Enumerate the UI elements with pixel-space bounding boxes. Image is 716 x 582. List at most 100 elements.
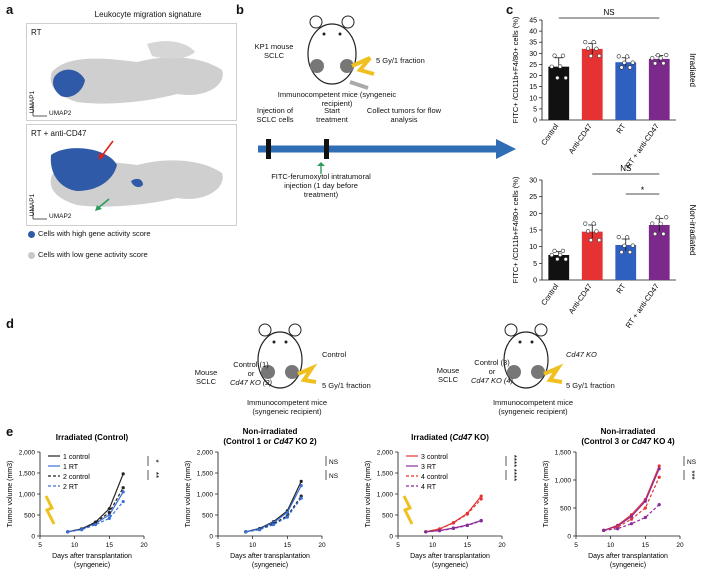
series-point (465, 523, 469, 528)
series-point (479, 494, 483, 498)
b-dose: 5 Gy/1 fraction (376, 56, 425, 65)
y-axis-label: Tumor volume (mm3) (543, 461, 550, 528)
y-axis-label: Tumor volume (mm3) (365, 461, 372, 528)
y-tick-label: 25 (529, 194, 537, 201)
sig-label: NS (329, 459, 339, 466)
bar-anti-cd47 (581, 231, 603, 280)
data-point (560, 248, 566, 253)
umap-rt-axis1: UMAP2 (49, 110, 72, 117)
x-tick-label: 15 (464, 542, 472, 549)
chart-title: Irradiated (Control) (56, 433, 129, 442)
data-point (655, 215, 660, 220)
red-arrow (100, 140, 114, 158)
chart-title: Irradiated (Cd47 KO) (411, 433, 489, 442)
side-label: Non-irradiated (688, 205, 697, 256)
series-point (121, 490, 125, 494)
y-tick-label: 1,000 (197, 492, 214, 499)
series-point (657, 464, 661, 468)
umap-rt-cd47-label: RT + anti-CD47 (31, 129, 87, 138)
data-point (619, 249, 624, 255)
series-point (657, 503, 661, 507)
data-point (658, 56, 663, 61)
data-point (585, 46, 591, 51)
series-line-2-control (67, 487, 124, 533)
series-point (451, 521, 456, 525)
y-axis-label: FITC+ /CD11b+F4/80+ cells (%) (511, 176, 520, 283)
series-point (602, 528, 606, 532)
legend-label: 4 RT (421, 484, 437, 491)
x-axis-label: Days after transplantation (230, 553, 310, 560)
y-tick-label: 2,000 (197, 450, 214, 457)
chart-title-line2: (Control 1 or Cd47 KO 2) (223, 437, 317, 446)
series-point (643, 515, 647, 520)
data-point (597, 237, 602, 243)
x-tick-label: 10 (429, 542, 437, 549)
y-tick-label: 2,000 (19, 450, 36, 457)
category-label: RT + anti-CD47 (624, 122, 661, 170)
umap-rt-plot (32, 41, 223, 117)
panel-e-charts: Irradiated (Control)05001,0001,5002,0005… (7, 428, 697, 569)
d-right-model: Mouse SCLC (436, 366, 460, 384)
data-point (591, 221, 596, 226)
series-line-2-RT (67, 501, 124, 533)
data-point (583, 40, 588, 45)
data-point (627, 250, 633, 255)
sig-label: NS (329, 473, 339, 480)
b-model: KP1 mouse SCLC (254, 42, 294, 60)
y-tick-label: 10 (529, 95, 537, 102)
category-label: Anti-CD47 (567, 122, 594, 156)
data-point (558, 252, 563, 258)
mouse-illustration-d-right (503, 323, 564, 389)
x-tick-label: 5 (216, 542, 220, 549)
series-point (285, 510, 289, 515)
category-label: Control (539, 282, 560, 307)
series-point (424, 530, 428, 534)
x-tick-label: 15 (284, 542, 292, 549)
data-point (558, 64, 563, 69)
series-point (121, 472, 125, 476)
x-tick-label: 15 (642, 542, 650, 549)
data-point (588, 53, 593, 59)
x-tick-label: 20 (318, 542, 326, 549)
series-point (299, 479, 303, 483)
legend-label: 3 control (421, 454, 448, 461)
timeline (258, 139, 516, 159)
y-tick-label: 1,000 (555, 478, 572, 485)
y-tick-label: 1,500 (377, 471, 394, 478)
bar-rt-anti-cd47 (648, 58, 670, 120)
b-fitc: FITC-ferumoxytol intratumoral injection … (271, 172, 371, 199)
category-label: RT (614, 282, 627, 296)
umap-rt: RT UMAP1 UMAP2 (26, 23, 237, 121)
x-tick-label: 5 (396, 542, 400, 549)
legend-label: 2 control (63, 474, 90, 481)
data-point (630, 243, 635, 248)
category-label: Control (539, 122, 560, 147)
series-point (107, 513, 111, 517)
mouse-illustration-d-left (257, 323, 318, 389)
bar-control (548, 255, 570, 280)
b-start: Start treatment (316, 106, 348, 124)
data-point (619, 65, 624, 70)
y-axis-label: FITC+ /CD11b+F4/80+ cells (%) (511, 16, 520, 123)
data-point (555, 257, 560, 262)
data-point (585, 229, 591, 234)
data-point (591, 39, 596, 45)
x-tick-label: 20 (140, 542, 148, 549)
x-axis-label: Days after transplantation (410, 553, 490, 560)
sig-label: ** (151, 472, 160, 478)
y-tick-label: 10 (529, 244, 537, 251)
series-point (629, 522, 634, 526)
bar-control (548, 66, 570, 120)
series-line-4-control (425, 498, 482, 533)
series-point (438, 529, 442, 533)
series-point (616, 527, 620, 531)
sig-label: NS (603, 8, 614, 17)
series-point (465, 512, 469, 516)
x-tick-label: 10 (607, 542, 615, 549)
legend-label: 2 RT (63, 484, 79, 491)
x-tick-label: 20 (498, 542, 506, 549)
series-point (479, 519, 483, 523)
y-tick-label: 0 (31, 534, 35, 541)
legend-label: 4 control (421, 474, 448, 481)
